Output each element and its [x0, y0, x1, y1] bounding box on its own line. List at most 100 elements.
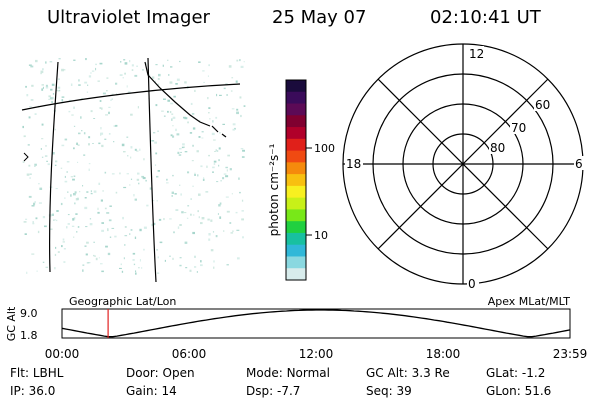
speckle — [166, 178, 168, 181]
speckle — [38, 183, 40, 185]
header-time: 02:10:41 UT — [430, 7, 541, 28]
speckle — [157, 78, 160, 80]
speckle — [175, 209, 179, 211]
speckle — [111, 173, 115, 175]
speckle — [61, 99, 64, 102]
speckle — [136, 65, 138, 67]
colorbar-stripe — [286, 174, 306, 187]
app-title: Ultraviolet Imager — [47, 7, 210, 28]
speckle — [123, 59, 126, 61]
info-gc-alt: GC Alt: 3.3 Re — [366, 366, 450, 380]
timeline-ytick-label: 1.8 — [20, 329, 38, 342]
speckle — [217, 213, 219, 215]
speckle — [199, 120, 201, 121]
speckle — [169, 111, 172, 114]
colorbar-stripe — [286, 244, 306, 258]
colorbar-tick-label: 10 — [314, 229, 328, 242]
speckle — [55, 160, 58, 163]
speckle — [141, 267, 143, 269]
speckle — [101, 222, 104, 224]
speckle — [124, 244, 126, 246]
speckle — [130, 146, 133, 149]
colorbar-tick-label: 100 — [314, 142, 335, 155]
speckle — [180, 151, 182, 153]
speckle — [207, 218, 210, 221]
speckle — [54, 164, 57, 166]
colorbar-axis-label: photon cm⁻²s⁻¹ — [267, 143, 281, 236]
speckle — [31, 84, 34, 87]
speckle — [179, 60, 181, 63]
speckle — [62, 238, 65, 241]
speckle — [111, 227, 115, 229]
speckle — [115, 191, 118, 194]
speckle — [34, 113, 37, 115]
speckle — [172, 257, 174, 260]
speckle — [190, 198, 192, 200]
speckle — [223, 230, 225, 232]
speckle — [242, 236, 244, 239]
speckle — [172, 135, 175, 138]
speckle — [97, 80, 100, 82]
speckle — [105, 245, 108, 248]
speckle — [44, 155, 48, 157]
colorbar-stripe — [286, 91, 306, 105]
speckle — [202, 70, 205, 72]
colorbar-stripe — [286, 150, 306, 163]
speckle — [98, 182, 101, 185]
speckle — [243, 105, 246, 107]
speckle — [41, 84, 44, 86]
speckle — [130, 156, 132, 159]
speckle — [177, 151, 180, 154]
speckle — [187, 121, 189, 124]
speckle — [23, 221, 27, 223]
polar-hour-label-left: 18 — [346, 157, 361, 171]
speckle — [70, 83, 73, 86]
speckle — [73, 217, 76, 220]
speckle — [121, 270, 124, 273]
label-mask — [489, 140, 509, 154]
speckle — [61, 96, 65, 98]
speckle — [77, 197, 79, 201]
latitude-grid-line — [21, 83, 241, 111]
speckle — [80, 116, 82, 119]
speckle — [81, 130, 83, 132]
speckle — [32, 222, 35, 225]
speckle — [170, 66, 173, 68]
speckle — [213, 163, 216, 165]
speckle — [45, 84, 48, 87]
speckle — [132, 259, 135, 261]
speckle — [208, 154, 210, 157]
colorbar-stripe — [286, 185, 306, 199]
speckle — [82, 185, 84, 187]
speckle — [126, 85, 128, 88]
speckle — [84, 81, 88, 84]
speckle — [71, 114, 74, 116]
speckle — [171, 195, 173, 197]
speckle — [201, 131, 204, 133]
polar-diagonal — [377, 78, 549, 250]
speckle — [197, 174, 199, 177]
speckle — [120, 61, 122, 63]
speckle — [214, 151, 216, 152]
speckle — [84, 245, 87, 247]
speckle — [85, 226, 88, 228]
speckle — [200, 260, 202, 263]
speckle — [234, 127, 236, 130]
speckle — [137, 106, 139, 109]
speckle — [99, 100, 102, 102]
speckle — [73, 125, 76, 127]
speckle — [129, 233, 131, 235]
speckle — [113, 125, 117, 127]
speckle — [64, 175, 66, 178]
speckle — [55, 188, 58, 190]
speckle — [183, 116, 186, 119]
speckle — [236, 111, 239, 115]
speckle — [154, 141, 157, 144]
speckle — [83, 154, 86, 156]
speckle — [86, 241, 89, 244]
speckle — [93, 118, 96, 119]
speckle — [83, 132, 86, 135]
speckle — [198, 136, 201, 138]
speckle — [29, 173, 32, 175]
